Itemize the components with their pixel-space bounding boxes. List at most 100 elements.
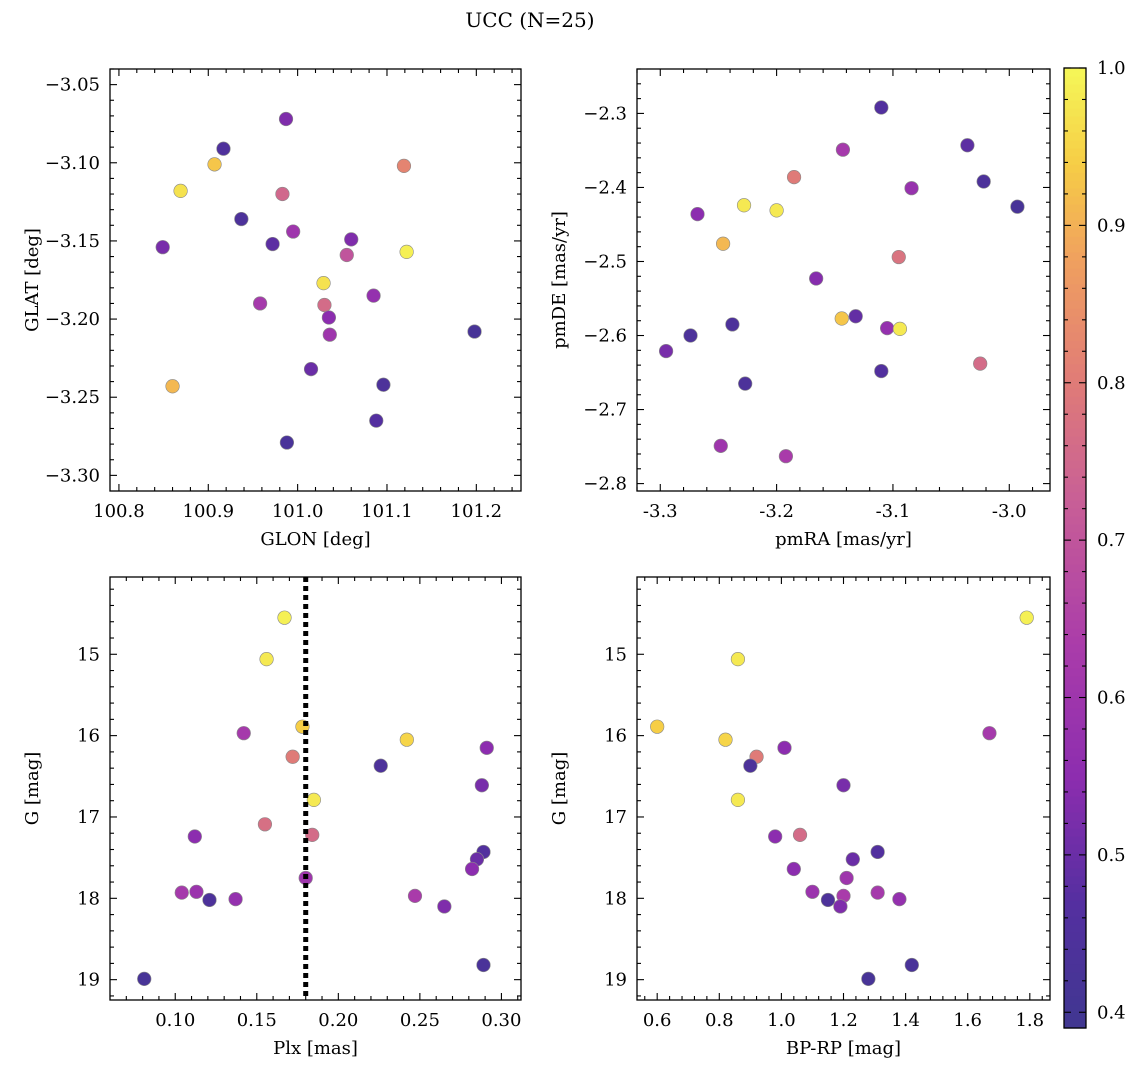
x-tick-label: 0.15 bbox=[237, 1010, 277, 1031]
colorbar-band bbox=[1064, 948, 1086, 957]
colorbar-band bbox=[1064, 892, 1086, 901]
scatter-point bbox=[836, 778, 851, 793]
scatter-point bbox=[373, 758, 388, 773]
scatter-point bbox=[874, 100, 889, 115]
y-tick-label: 19 bbox=[604, 970, 627, 991]
colorbar-band bbox=[1064, 676, 1086, 685]
colorbar-band bbox=[1064, 324, 1086, 333]
colorbar-tick-label: 0.7 bbox=[1097, 530, 1126, 551]
colorbar-band bbox=[1064, 644, 1086, 653]
scatter-point bbox=[234, 211, 249, 227]
colorbar-band bbox=[1064, 764, 1086, 773]
scatter-point bbox=[718, 732, 733, 747]
y-tick-label: −3.05 bbox=[45, 75, 100, 96]
colorbar-band bbox=[1064, 596, 1086, 605]
scatter-point bbox=[317, 297, 332, 313]
colorbar-band bbox=[1064, 172, 1086, 181]
scatter-point bbox=[690, 207, 705, 222]
x-axis-label: GLON [deg] bbox=[260, 529, 370, 550]
colorbar-band bbox=[1064, 332, 1086, 341]
scatter-point bbox=[892, 892, 907, 907]
scatter-point bbox=[474, 778, 489, 793]
colorbar-band bbox=[1064, 780, 1086, 789]
scatter-point bbox=[892, 321, 908, 336]
colorbar-band bbox=[1064, 436, 1086, 445]
scatter-point bbox=[769, 203, 784, 218]
colorbar-band bbox=[1064, 108, 1086, 117]
x-tick-label: 101.0 bbox=[272, 501, 324, 522]
colorbar-band bbox=[1064, 260, 1086, 269]
colorbar-band bbox=[1064, 316, 1086, 325]
scatter-point bbox=[279, 435, 295, 450]
y-tick-label: 18 bbox=[77, 888, 100, 909]
colorbar-band bbox=[1064, 356, 1086, 365]
scatter-point bbox=[848, 309, 863, 324]
scatter-point bbox=[725, 317, 740, 332]
colorbar-band bbox=[1064, 508, 1086, 517]
colorbar-tick-label: 0.9 bbox=[1097, 215, 1126, 236]
colorbar-frame bbox=[1063, 67, 1087, 1029]
scatter-point bbox=[189, 884, 204, 899]
colorbar-band bbox=[1064, 340, 1086, 349]
colorbar-band bbox=[1064, 164, 1086, 173]
scatter-point bbox=[715, 236, 731, 251]
scatter-point bbox=[479, 740, 494, 755]
scatter-point bbox=[738, 376, 753, 391]
scatter-point bbox=[399, 244, 414, 259]
scatter-point bbox=[786, 861, 801, 877]
y-tick-label: 16 bbox=[604, 726, 627, 747]
scatter-point bbox=[805, 884, 820, 899]
scatter-point bbox=[399, 732, 414, 747]
scatter-point bbox=[809, 271, 824, 286]
colorbar-band bbox=[1064, 420, 1086, 429]
x-tick-label: 1.2 bbox=[829, 1010, 858, 1031]
colorbar-band bbox=[1064, 900, 1086, 909]
scatter-point bbox=[960, 138, 975, 153]
scatter-point bbox=[786, 169, 802, 185]
colorbar-band bbox=[1064, 876, 1086, 885]
scatter-point bbox=[155, 240, 170, 255]
scatter-point bbox=[861, 971, 876, 986]
colorbar-band bbox=[1064, 468, 1086, 477]
scatter-point bbox=[366, 288, 381, 303]
scatter-point bbox=[339, 247, 354, 263]
colorbar-band bbox=[1064, 452, 1086, 461]
colorbar-band bbox=[1064, 828, 1086, 837]
axes-frame bbox=[636, 576, 1051, 1001]
colorbar-band bbox=[1064, 788, 1086, 797]
x-tick-label: 0.6 bbox=[643, 1010, 672, 1031]
colorbar-band bbox=[1064, 964, 1086, 973]
colorbar-band bbox=[1064, 524, 1086, 533]
x-tick-label: 1.8 bbox=[1015, 1010, 1044, 1031]
colorbar-band bbox=[1064, 820, 1086, 829]
scatter-point bbox=[835, 142, 851, 157]
scatter-point bbox=[259, 652, 274, 667]
colorbar-band bbox=[1064, 604, 1086, 613]
x-tick-label: 100.9 bbox=[183, 501, 235, 522]
colorbar-band bbox=[1064, 908, 1086, 917]
scatter-point bbox=[316, 276, 331, 291]
colorbar-band bbox=[1064, 204, 1086, 213]
scatter-point bbox=[880, 321, 895, 336]
colorbar-band bbox=[1064, 748, 1086, 757]
x-tick-label: 0.20 bbox=[318, 1010, 358, 1031]
scatter-point bbox=[275, 186, 290, 202]
colorbar-band bbox=[1064, 684, 1086, 693]
scatter-point bbox=[321, 310, 337, 325]
scatter-point bbox=[1019, 610, 1034, 625]
scatter-point bbox=[976, 174, 991, 189]
y-axis-label: G [mag] bbox=[549, 752, 570, 825]
scatter-point bbox=[467, 324, 482, 339]
scatter-point bbox=[777, 740, 792, 755]
panel-glon-glat: 100.8 100.9 101.0 101.1 101.2 −3.05 −3.10 −3.15… bbox=[22, 68, 522, 550]
colorbar-band bbox=[1064, 836, 1086, 845]
x-tick-label: 101.2 bbox=[451, 501, 503, 522]
scatter-point bbox=[174, 885, 189, 900]
colorbar-band bbox=[1064, 188, 1086, 197]
scatter-point bbox=[306, 792, 321, 807]
colorbar-tick-label: 0.5 bbox=[1097, 845, 1126, 866]
scatter-point bbox=[216, 141, 231, 156]
colorbar-band bbox=[1064, 428, 1086, 437]
colorbar-band bbox=[1064, 180, 1086, 189]
colorbar-band bbox=[1064, 76, 1086, 85]
